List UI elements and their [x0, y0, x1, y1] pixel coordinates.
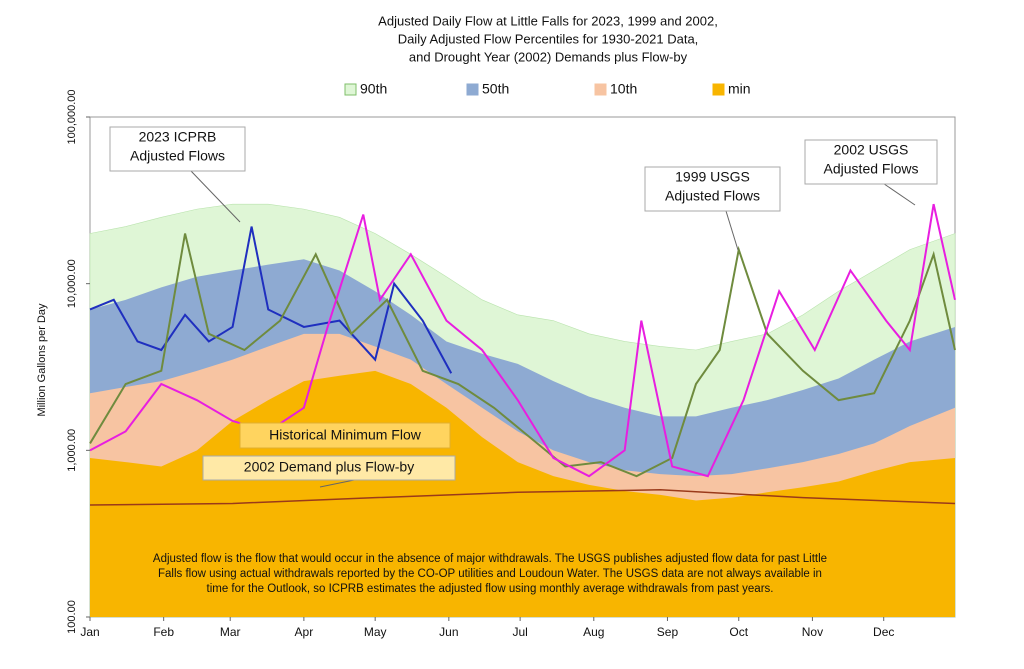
legend-swatch	[594, 83, 607, 96]
annotation-arrow	[190, 170, 241, 223]
x-tick-label: Dec	[873, 625, 894, 639]
annotation-text: 1999 USGS	[675, 169, 750, 185]
flow-line	[89, 233, 956, 478]
flow-line	[89, 226, 453, 374]
x-tick-label: Aug	[583, 625, 604, 639]
annotation-arrow	[883, 183, 916, 206]
legend-swatch	[344, 83, 357, 96]
x-tick-label: Mar	[220, 625, 241, 639]
note-text: Falls flow using actual withdrawals repo…	[158, 568, 822, 580]
y-tick-label: 10,000.00	[66, 259, 78, 308]
x-tick-label: Nov	[802, 625, 823, 639]
annotation-box	[644, 166, 781, 212]
annotation-text: Adjusted Flows	[824, 161, 919, 177]
legend-swatch	[712, 83, 725, 96]
chart-title: Adjusted Daily Flow at Little Falls for …	[378, 13, 718, 28]
annotation-arrow	[319, 479, 355, 488]
legend-label: 10th	[610, 81, 637, 97]
x-tick-label: Apr	[295, 625, 314, 639]
x-tick-label: Jun	[439, 625, 458, 639]
chart-title: Daily Adjusted Flow Percentiles for 1930…	[398, 31, 699, 46]
annotation-box	[804, 139, 938, 185]
annotation-text: 2002 Demand plus Flow-by	[244, 459, 414, 475]
note-text: Adjusted flow is the flow that would occ…	[153, 553, 827, 565]
annotation-text: 2002 USGS	[834, 142, 909, 158]
legend-label: 50th	[482, 81, 509, 97]
annotation-box	[202, 455, 456, 481]
annotation-text: Historical Minimum Flow	[269, 427, 422, 443]
y-tick-label: 1,000.00	[66, 429, 78, 472]
annotation-box	[239, 422, 451, 449]
chart-title: and Drought Year (2002) Demands plus Flo…	[409, 49, 688, 64]
x-tick-label: Jul	[512, 625, 527, 639]
legend-label: min	[728, 81, 751, 97]
x-tick-label: Oct	[729, 625, 748, 639]
x-tick-label: May	[364, 625, 387, 639]
y-tick-label: 100.00	[66, 600, 78, 634]
annotation-text: Adjusted Flows	[665, 188, 760, 204]
x-tick-label: Sep	[657, 625, 679, 639]
legend-label: 90th	[360, 81, 387, 97]
y-axis-label: Million Gallons per Day	[36, 303, 48, 417]
x-tick-label: Feb	[153, 625, 174, 639]
annotation-text: 2023 ICPRB	[139, 129, 217, 145]
legend-swatch	[466, 83, 479, 96]
annotation-text: Adjusted Flows	[130, 148, 225, 164]
flow-line	[89, 489, 956, 506]
annotation-box	[109, 126, 246, 172]
y-tick-label: 100,000.00	[66, 89, 78, 144]
note-text: time for the Outlook, so ICPRB estimates…	[207, 583, 774, 595]
annotation-arrow	[725, 210, 739, 251]
x-tick-label: Jan	[80, 625, 99, 639]
